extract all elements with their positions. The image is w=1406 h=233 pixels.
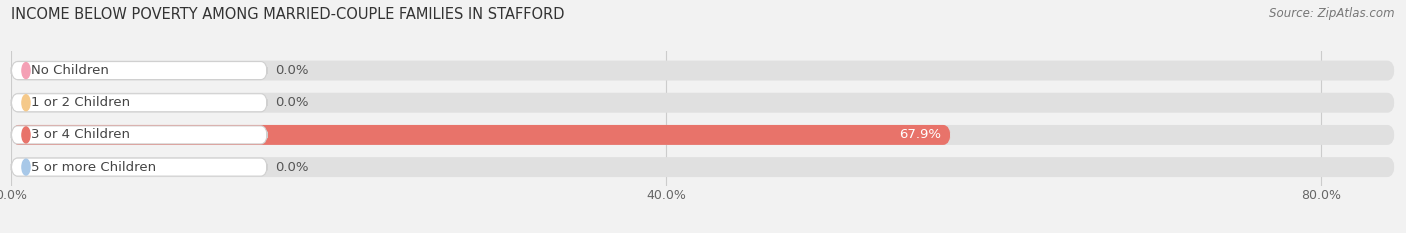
FancyBboxPatch shape xyxy=(11,125,950,145)
FancyBboxPatch shape xyxy=(11,157,1395,177)
Text: 0.0%: 0.0% xyxy=(276,64,309,77)
FancyBboxPatch shape xyxy=(11,158,267,176)
Circle shape xyxy=(22,127,30,143)
Text: 0.0%: 0.0% xyxy=(276,96,309,109)
Circle shape xyxy=(22,63,30,79)
Text: INCOME BELOW POVERTY AMONG MARRIED-COUPLE FAMILIES IN STAFFORD: INCOME BELOW POVERTY AMONG MARRIED-COUPL… xyxy=(11,7,565,22)
FancyBboxPatch shape xyxy=(11,93,1395,113)
FancyBboxPatch shape xyxy=(11,125,1395,145)
FancyBboxPatch shape xyxy=(11,94,267,112)
Text: 67.9%: 67.9% xyxy=(898,128,941,141)
FancyBboxPatch shape xyxy=(11,126,267,144)
Text: 0.0%: 0.0% xyxy=(276,161,309,174)
FancyBboxPatch shape xyxy=(11,62,267,80)
Text: Source: ZipAtlas.com: Source: ZipAtlas.com xyxy=(1270,7,1395,20)
Text: 3 or 4 Children: 3 or 4 Children xyxy=(31,128,129,141)
Text: 1 or 2 Children: 1 or 2 Children xyxy=(31,96,129,109)
Text: 5 or more Children: 5 or more Children xyxy=(31,161,156,174)
Circle shape xyxy=(22,95,30,111)
Text: No Children: No Children xyxy=(31,64,108,77)
FancyBboxPatch shape xyxy=(11,61,1395,81)
Circle shape xyxy=(22,159,30,175)
